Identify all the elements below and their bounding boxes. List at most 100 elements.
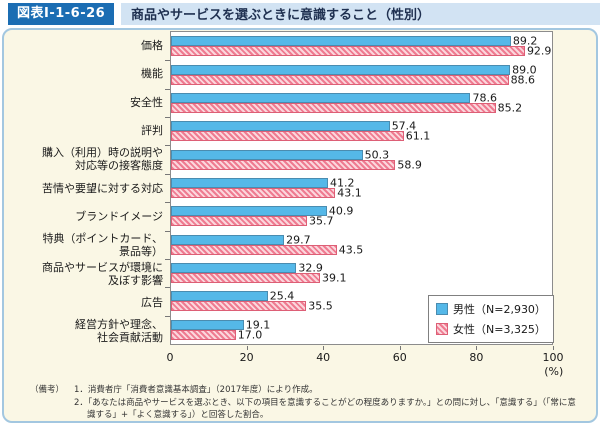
category-label: 購入（利用）時の説明や 対応等の接客態度 <box>42 146 163 173</box>
value-label: 39.1 <box>321 271 347 285</box>
female-bar: 35.7 <box>171 216 334 227</box>
category-label: 特典（ポイントカード、 景品等） <box>42 232 163 259</box>
y-axis-tick <box>165 117 170 119</box>
value-label: 78.6 <box>472 91 497 105</box>
x-axis-label: 80 <box>469 351 484 364</box>
value-label: 61.1 <box>405 129 431 143</box>
y-axis-tick <box>165 315 170 317</box>
male-bar: 25.4 <box>171 291 294 302</box>
legend: 男性（N=2,930） 女性（N=3,325） <box>428 295 554 343</box>
x-axis-label: 20 <box>239 351 254 364</box>
figure-label: 図表Ⅰ-1-6-26 <box>8 3 115 25</box>
value-label: 43.5 <box>338 243 364 257</box>
female-bar: 39.1 <box>171 273 346 284</box>
x-axis-label: 100 <box>542 351 564 364</box>
bar-row: 89.2 92.9 <box>171 32 552 60</box>
footnote-notes: 1．消費者庁「消費者意識基本調査」（2017年度）により作成。 2．「あなたは商… <box>74 384 579 422</box>
category-label: ブランドイメージ <box>75 210 163 224</box>
value-label: 57.4 <box>391 119 417 133</box>
bar-row: 89.0 88.6 <box>171 60 552 88</box>
male-bar: 57.4 <box>171 121 416 132</box>
male-bar: 32.9 <box>171 263 323 274</box>
x-axis-unit: (%) <box>544 365 564 378</box>
value-label: 92.9 <box>526 44 552 58</box>
value-label: 41.2 <box>329 176 355 190</box>
y-axis-tick <box>165 202 170 204</box>
category-label: 商品やサービスが環境に 及ぼす影響 <box>42 260 163 287</box>
value-label: 17.0 <box>237 328 263 342</box>
category-label: 広告 <box>141 295 163 309</box>
bar-rows: 89.2 92.9 89.0 88.6 78.6 85.2 57.4 61.1 50.3 58.9… <box>171 32 552 344</box>
category-label: 経営方針や理念、 社会貢献活動 <box>75 317 163 344</box>
y-axis-tick <box>165 88 170 90</box>
value-label: 85.2 <box>497 101 523 115</box>
female-bar: 17.0 <box>171 329 262 340</box>
bar-row: 25.4 35.5 <box>171 287 552 315</box>
value-label: 19.1 <box>245 318 271 332</box>
female-bar: 43.5 <box>171 244 363 255</box>
x-axis-label: 40 <box>316 351 331 364</box>
title-strip: 商品やサービスを選ぶときに意識すること（性別） <box>121 3 600 25</box>
value-label: 40.9 <box>328 204 354 218</box>
y-axis-tick <box>165 173 170 175</box>
value-label: 89.2 <box>512 34 538 48</box>
footnote: （備考） 1．消費者庁「消費者意識基本調査」（2017年度）により作成。 2．「… <box>30 384 579 422</box>
female-bar: 92.9 <box>171 46 551 57</box>
female-bar: 88.6 <box>171 74 535 85</box>
male-bar: 89.0 <box>171 64 537 75</box>
legend-label: 男性（N=2,930） <box>453 303 546 316</box>
x-axis-tick <box>399 346 401 350</box>
male-bar: 50.3 <box>171 149 389 160</box>
value-label: 58.9 <box>397 158 422 172</box>
value-label: 50.3 <box>364 148 390 162</box>
legend-item-female: 女性（N=3,325） <box>436 321 546 337</box>
bar-row: 41.2 43.1 <box>171 174 552 202</box>
female-bar: 85.2 <box>171 102 522 113</box>
male-swatch-icon <box>436 303 448 315</box>
page-title: 商品やサービスを選ぶときに意識すること（性別） <box>131 8 431 23</box>
bar-row: 19.1 17.0 <box>171 316 552 344</box>
female-bar: 61.1 <box>171 131 430 142</box>
value-label: 35.5 <box>308 299 333 313</box>
male-bar: 41.2 <box>171 177 354 188</box>
female-bar: 58.9 <box>171 159 422 170</box>
value-label: 89.0 <box>512 63 537 77</box>
value-label: 43.1 <box>337 186 362 200</box>
footnote-note: 1．消費者庁「消費者意識基本調査」（2017年度）により作成。 <box>74 385 318 395</box>
female-bar: 35.5 <box>171 301 333 312</box>
value-label: 25.4 <box>269 289 295 303</box>
x-axis-tick <box>553 346 554 350</box>
y-axis-tick <box>165 145 170 147</box>
x-axis-tick <box>246 346 248 350</box>
value-label: 29.7 <box>286 233 311 247</box>
male-bar: 78.6 <box>171 92 497 103</box>
category-label: 安全性 <box>130 95 163 109</box>
value-label: 35.7 <box>309 214 334 228</box>
male-bar: 89.2 <box>171 36 537 47</box>
bar-row: 78.6 85.2 <box>171 89 552 117</box>
bar-row: 50.3 58.9 <box>171 145 552 173</box>
x-axis-tick <box>323 346 325 350</box>
footnote-prefix: （備考） <box>30 385 65 395</box>
category-label: 価格 <box>141 38 163 52</box>
category-labels: 価格機能安全性評判購入（利用）時の説明や 対応等の接客態度苦情や要望に対する対応ブ… <box>0 31 163 345</box>
y-axis-tick <box>165 287 170 289</box>
bar-row: 57.4 61.1 <box>171 117 552 145</box>
value-label: 88.6 <box>510 73 536 87</box>
legend-label: 女性（N=3,325） <box>453 323 546 336</box>
female-swatch-icon <box>436 323 448 335</box>
category-label: 機能 <box>141 67 163 81</box>
plot-area: 89.2 92.9 89.0 88.6 78.6 85.2 57.4 61.1 50.3 58.9… <box>165 31 553 345</box>
legend-item-male: 男性（N=2,930） <box>436 301 546 317</box>
bar-row: 40.9 35.7 <box>171 202 552 230</box>
footnote-note: 2．「あなたは商品やサービスを選ぶとき、以下の項目を意識することがどの程度ありま… <box>74 397 576 421</box>
y-axis-tick <box>165 258 170 260</box>
category-label: 苦情や要望に対する対応 <box>42 181 163 195</box>
male-bar: 19.1 <box>171 319 270 330</box>
category-label: 評判 <box>141 124 163 138</box>
bar-row: 32.9 39.1 <box>171 259 552 287</box>
y-axis-tick <box>165 60 170 62</box>
female-bar: 43.1 <box>171 187 362 198</box>
male-bar: 29.7 <box>171 234 311 245</box>
x-axis-tick <box>476 346 478 350</box>
